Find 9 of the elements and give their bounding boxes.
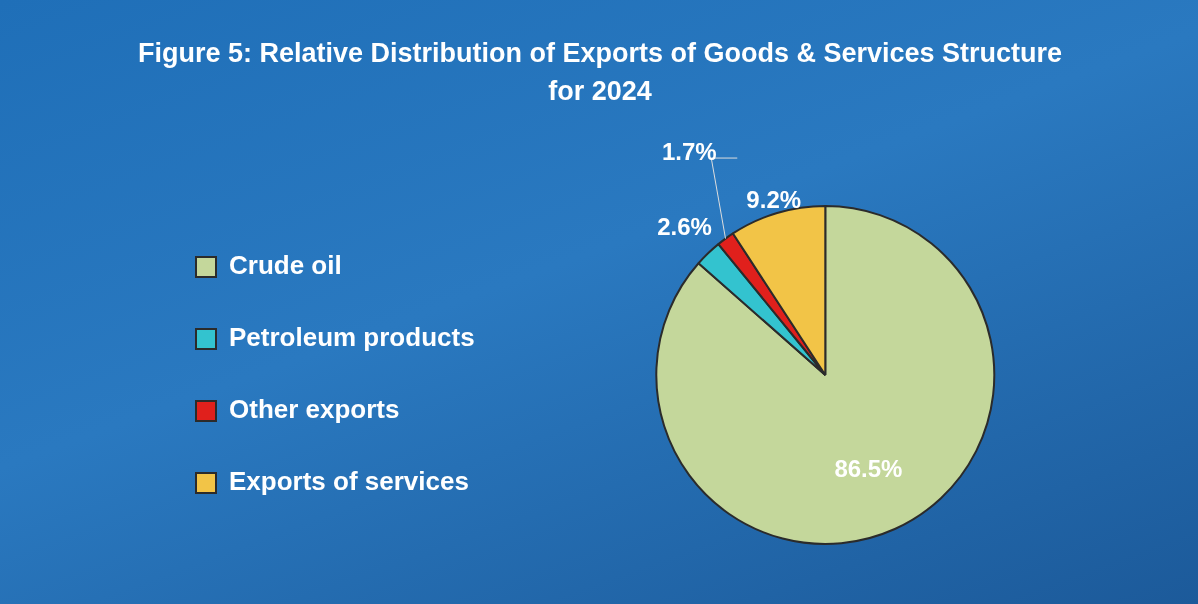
legend-label: Crude oil <box>229 250 342 281</box>
data-label: 2.6% <box>657 213 712 241</box>
legend-label: Petroleum products <box>229 322 475 353</box>
legend-label: Other exports <box>229 394 400 425</box>
data-label: 86.5% <box>834 455 903 483</box>
data-label: 9.2% <box>746 186 802 214</box>
data-label: 1.7% <box>661 137 717 165</box>
legend-label: Exports of services <box>229 466 469 497</box>
chart-title: Figure 5: Relative Distribution of Exports of Goods & Services Structure for 2024 <box>136 37 1064 108</box>
